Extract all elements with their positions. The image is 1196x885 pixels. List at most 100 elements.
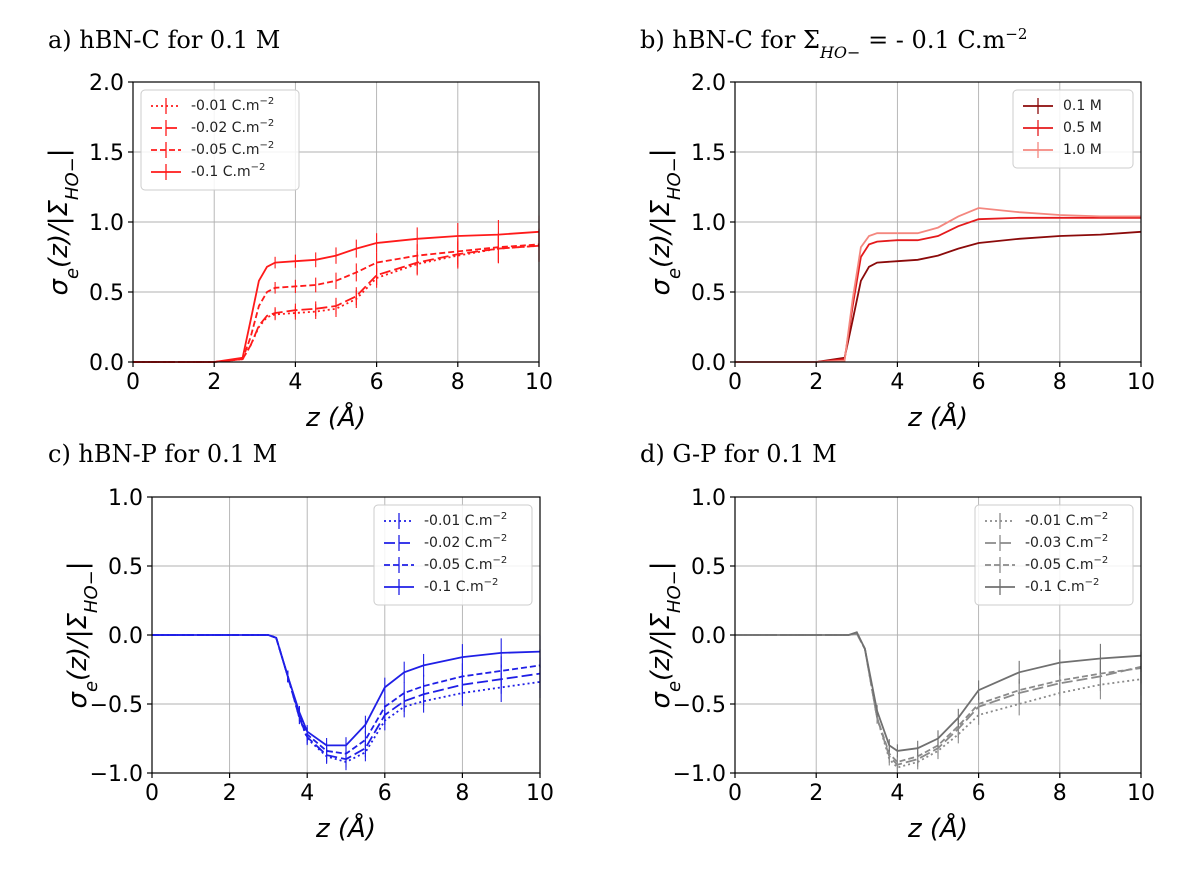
legend-label: 0.1 M: [1063, 98, 1102, 114]
legend-label-sup: −2: [1085, 577, 1100, 588]
y-tick-label: −0.5: [90, 693, 143, 718]
legend-label: -0.1 C.m−2: [191, 162, 265, 181]
y-tick-label: 2.0: [691, 71, 726, 96]
x-tick-label: 8: [1053, 781, 1067, 806]
y-label-mid: (z)/|Σ: [63, 612, 93, 680]
x-tick-label: 10: [526, 781, 554, 806]
series-line-2: [735, 216, 1141, 363]
y-label-sub2: HO−: [81, 570, 102, 613]
legend-label: -0.1 C.m−2: [424, 577, 498, 596]
x-tick-label: 4: [300, 781, 314, 806]
legend-label: -0.05 C.m−2: [1025, 555, 1108, 574]
x-tick-label: 0: [145, 781, 159, 806]
legend-label-main: -0.02 C.m: [424, 535, 493, 551]
x-tick-label: 0: [126, 370, 140, 395]
panel-title-c: c) hBN-P for 0.1 M: [48, 440, 277, 468]
x-tick-label: 10: [1127, 370, 1155, 395]
x-tick-label: 8: [451, 370, 465, 395]
legend-label-sup: −2: [1094, 511, 1109, 522]
legend-label: -0.05 C.m−2: [191, 140, 274, 159]
x-tick-label: 4: [890, 370, 904, 395]
series-line-3: [735, 207, 1141, 363]
x-tick-label: 2: [809, 370, 823, 395]
y-tick-label: 0.0: [691, 351, 726, 376]
panel-a: a) hBN-C for 0.1 M 0 2 4 6 8 10 0.0 0.5 1.0 1.5 2.0…: [44, 26, 553, 433]
legend-label-sup: −2: [260, 118, 275, 129]
x-tick-label: 6: [972, 781, 986, 806]
y-label-mid: (z)/|Σ: [646, 612, 676, 680]
y-axis-label: σe(z)/|ΣHO−|: [44, 148, 83, 295]
x-tick-label: 2: [809, 781, 823, 806]
y-tick-label: 0.0: [89, 351, 124, 376]
legend-label: -0.01 C.m−2: [424, 511, 507, 530]
y-label-sigma: σ: [63, 691, 93, 709]
y-tick-label: 0.0: [691, 624, 726, 649]
y-tick-label: 1.0: [691, 211, 726, 236]
y-tick-label: 2.0: [89, 71, 124, 96]
y-label-end: |: [646, 148, 676, 157]
y-axis-label: σe(z)/|ΣHO−|: [646, 561, 685, 708]
y-label-mid: (z)/|Σ: [646, 199, 676, 267]
y-label-sub: e: [81, 681, 102, 692]
legend-label: -0.05 C.m−2: [424, 555, 507, 574]
legend-label-sup: −2: [1094, 555, 1109, 566]
legend-label-sup: −2: [493, 511, 508, 522]
panel-d: d) G-P for 0.1 M 0 2 4 6 8 10 −1.0 −0.5 0.0 0.5 1.0…: [640, 440, 1155, 844]
y-tick-label: −1.0: [90, 762, 143, 787]
title-span: c) hBN-P for 0.1 M: [48, 440, 277, 468]
y-tick-label: −1.0: [673, 762, 726, 787]
legend-label-main: -0.05 C.m: [1025, 557, 1094, 573]
series-line-4: [152, 634, 541, 747]
y-tick-label: 0.5: [89, 281, 124, 306]
series-line-3: [152, 634, 541, 755]
x-axis-label: z (Å): [305, 401, 366, 433]
title-span: a) hBN-C for 0.1 M: [48, 26, 280, 54]
panel-title-b: b) hBN-C for ΣHO− = - 0.1 C.m−2: [640, 25, 1027, 62]
title-span: Σ: [803, 26, 820, 54]
legend-box: [140, 89, 300, 191]
y-tick-label: 0.0: [108, 624, 143, 649]
x-tick-label: 2: [207, 370, 221, 395]
y-label-sigma: σ: [646, 691, 676, 709]
series-line-1: [735, 230, 1142, 363]
y-label-sigma: σ: [646, 278, 676, 296]
legend-label: -0.01 C.m−2: [191, 96, 274, 115]
y-label-sub2: HO−: [664, 570, 685, 613]
y-label-sub: e: [664, 681, 685, 692]
legend-label-main: -0.1 C.m: [191, 164, 251, 180]
y-label-end: |: [63, 561, 93, 570]
x-tick-label: 2: [223, 781, 237, 806]
y-label-sub: e: [664, 268, 685, 279]
legend-label-sup: −2: [493, 555, 508, 566]
x-tick-label: 6: [972, 370, 986, 395]
x-tick-label: 0: [728, 781, 742, 806]
y-label-end: |: [646, 561, 676, 570]
legend-label-sup: −2: [251, 162, 266, 173]
title-span: d) G-P for 0.1 M: [640, 440, 837, 468]
legend-label-main: -0.01 C.m: [191, 98, 260, 114]
legend-label-main: -0.01 C.m: [1025, 513, 1094, 529]
y-label-sub: e: [62, 268, 83, 279]
y-label-mid: (z)/|Σ: [44, 199, 74, 267]
legend-label-main: -0.01 C.m: [424, 513, 493, 529]
panel-c: c) hBN-P for 0.1 M 0 2 4 6 8 10 −1.0 −0.5 0.0 0.5 1…: [48, 440, 554, 844]
y-axis-label: σe(z)/|ΣHO−|: [63, 561, 102, 708]
y-label-sub2: HO−: [664, 157, 685, 200]
legend-label-sup: −2: [260, 96, 275, 107]
legend-label: -0.03 C.m−2: [1025, 533, 1108, 552]
y-label-end: |: [44, 148, 74, 157]
legend-label: 1.0 M: [1063, 142, 1102, 158]
title-span: −2: [1005, 25, 1027, 43]
legend-label: 0.5 M: [1063, 120, 1102, 136]
legend-label: -0.02 C.m−2: [191, 118, 274, 137]
x-tick-label: 8: [1053, 370, 1067, 395]
x-axis-label: z (Å): [315, 812, 376, 844]
legend-box: [974, 504, 1134, 606]
legend-label-main: -0.05 C.m: [191, 142, 260, 158]
legend-label: -0.1 C.m−2: [1025, 577, 1099, 596]
x-axis-label: z (Å): [907, 812, 968, 844]
panel-title-d: d) G-P for 0.1 M: [640, 440, 837, 468]
title-span: m: [982, 26, 1005, 54]
y-tick-label: 1.5: [89, 141, 124, 166]
